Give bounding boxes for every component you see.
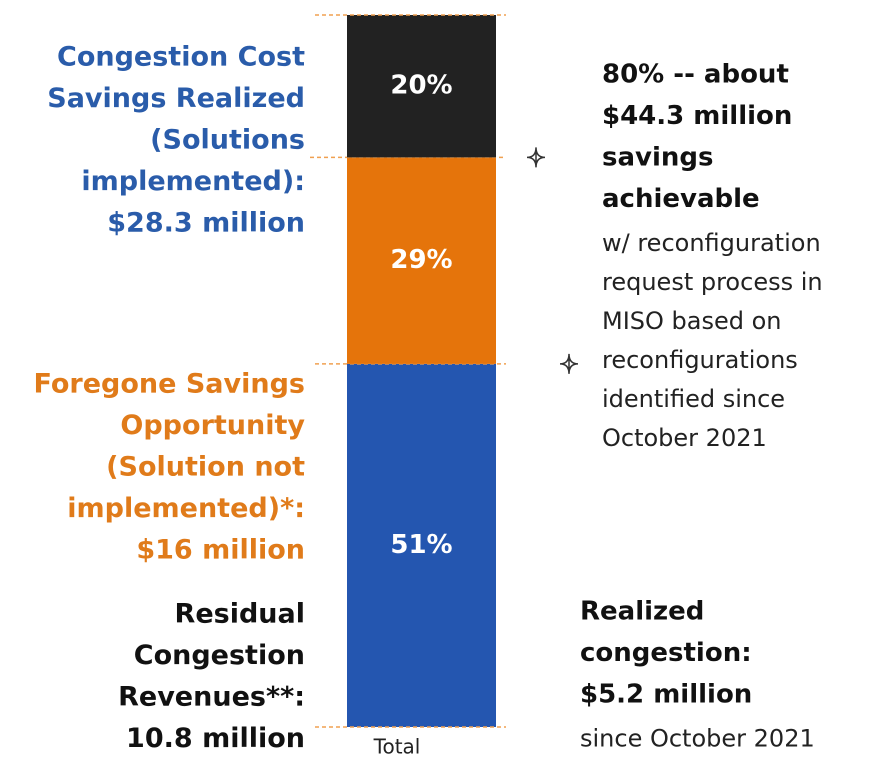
annotation-bold: achievable bbox=[602, 184, 760, 214]
segment-label: implemented)*: bbox=[67, 493, 305, 524]
segment-label: $28.3 million bbox=[107, 208, 305, 239]
annotation-text: October 2021 bbox=[602, 424, 767, 452]
annotation-bold: $44.3 million bbox=[602, 101, 792, 131]
annotation-bold: 80% -- about bbox=[602, 60, 789, 90]
annotation-text: MISO based on bbox=[602, 307, 782, 335]
segment-label: Revenues**: bbox=[118, 682, 305, 713]
annotation-bold: $5.2 million bbox=[580, 680, 752, 710]
annotation-text: identified since bbox=[602, 385, 785, 413]
brace bbox=[559, 353, 579, 374]
annotation-bold: Realized bbox=[580, 597, 704, 627]
value-label: 20% bbox=[390, 71, 452, 101]
annotation-bold: savings bbox=[602, 143, 713, 173]
segment-label: implemented): bbox=[81, 166, 305, 197]
value-label: 29% bbox=[390, 245, 452, 275]
segment-label: Opportunity bbox=[120, 410, 305, 441]
annotation-text: w/ reconfiguration bbox=[602, 229, 821, 257]
segment-label: Congestion bbox=[134, 640, 305, 671]
annotation-text: reconfigurations bbox=[602, 346, 798, 374]
annotation-text: since October 2021 bbox=[580, 725, 815, 753]
bar-segment bbox=[347, 363, 496, 727]
segment-label: (Solution not bbox=[106, 452, 305, 483]
segment-label: Residual bbox=[175, 599, 305, 630]
segment-label: Congestion Cost bbox=[57, 42, 305, 73]
segment-label: (Solutions bbox=[150, 125, 305, 156]
bar-segment bbox=[347, 157, 496, 364]
value-label: 51% bbox=[390, 530, 452, 560]
segment-label: $16 million bbox=[136, 535, 305, 566]
bar-segment bbox=[347, 15, 496, 158]
annotation-text: request process in bbox=[602, 268, 823, 296]
segment-label: Foregone Savings bbox=[34, 369, 305, 400]
segment-label: Savings Realized bbox=[47, 83, 305, 114]
brace bbox=[526, 147, 546, 168]
x-tick-label: Total bbox=[373, 735, 421, 759]
annotation-bold: congestion: bbox=[580, 638, 752, 668]
segment-label: 10.8 million bbox=[126, 723, 305, 754]
